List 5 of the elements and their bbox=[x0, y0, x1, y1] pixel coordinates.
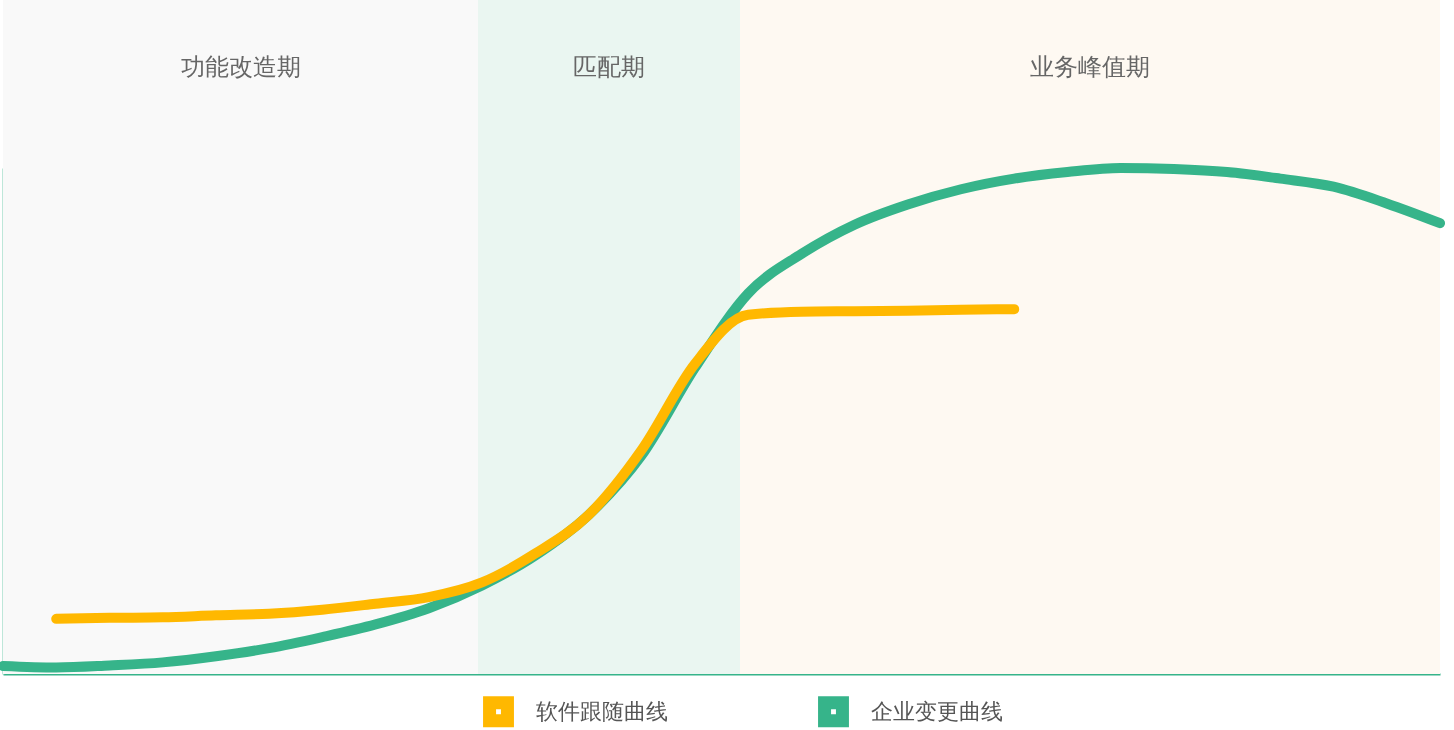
text: 功能改造期 bbox=[180, 53, 301, 81]
text: 业务峰值期 bbox=[1030, 53, 1150, 81]
legend-label: 企业变更曲线 bbox=[871, 698, 1003, 724]
text: 匹配期 bbox=[573, 53, 645, 81]
legend-label: 软件跟随曲线 bbox=[536, 698, 668, 724]
